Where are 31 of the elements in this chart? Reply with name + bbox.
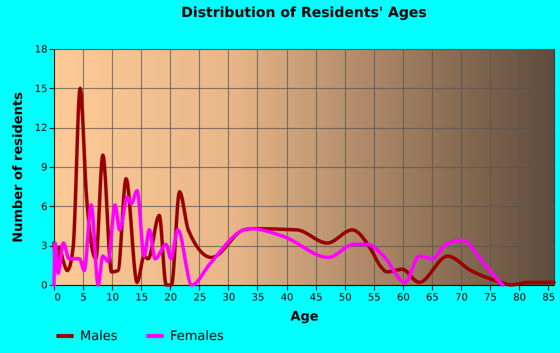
x-tick-label: 35 <box>252 292 264 304</box>
x-tick-label: 15 <box>135 292 148 304</box>
legend-label: Females <box>170 329 224 344</box>
legend-label: Males <box>80 329 118 344</box>
x-tick-label: 85 <box>542 292 556 304</box>
chart-title: Distribution of Residents' Ages <box>181 5 427 21</box>
x-tick-label: 40 <box>280 292 294 304</box>
x-tick-label: 80 <box>513 292 526 304</box>
x-tick-label: 55 <box>368 292 381 304</box>
y-tick-label: 3 <box>41 241 48 252</box>
line-series <box>52 188 505 287</box>
x-tick-label: 20 <box>164 292 178 304</box>
x-tick-label: 70 <box>455 292 468 304</box>
y-tick-label: 18 <box>34 44 48 56</box>
y-axis-title: Number of residents <box>10 92 26 243</box>
x-tick-label: 50 <box>338 292 352 304</box>
y-tick-label: 9 <box>41 162 48 174</box>
x-tick-label: 30 <box>222 292 236 304</box>
x-tick-label: 65 <box>426 292 439 304</box>
x-tick-label: 60 <box>396 292 410 304</box>
y-tick-label: 12 <box>34 123 48 134</box>
y-tick-label: 15 <box>34 84 48 95</box>
x-axis-title: Age <box>290 310 319 324</box>
x-tick-label: 45 <box>310 292 322 304</box>
x-tick-label: 25 <box>193 292 206 304</box>
y-tick-label: 6 <box>41 202 48 213</box>
x-tick-label: 0 <box>54 292 61 304</box>
x-tick-label: 75 <box>484 292 497 304</box>
y-tick-label: 0 <box>41 280 48 292</box>
x-tick-label: 5 <box>80 292 87 304</box>
x-tick-label: 10 <box>106 292 120 304</box>
